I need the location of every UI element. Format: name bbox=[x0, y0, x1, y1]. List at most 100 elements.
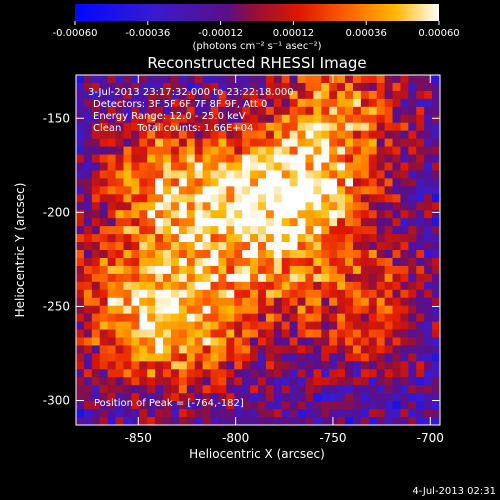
heatmap-cell bbox=[186, 202, 196, 211]
heatmap-cell bbox=[352, 75, 362, 84]
heatmap-cell bbox=[186, 138, 196, 147]
heatmap-cell bbox=[376, 98, 386, 108]
heatmap-cell bbox=[155, 289, 164, 299]
heatmap-cell bbox=[242, 361, 251, 370]
heatmap-cell bbox=[281, 170, 291, 179]
heatmap-cell bbox=[258, 393, 267, 402]
heatmap-cell bbox=[424, 234, 433, 243]
heatmap-cell bbox=[226, 75, 235, 84]
heatmap-cell bbox=[408, 114, 417, 124]
heatmap-cell bbox=[305, 345, 314, 354]
heatmap-cell bbox=[83, 257, 93, 267]
heatmap-cell bbox=[400, 130, 409, 140]
heatmap-cell bbox=[99, 234, 109, 243]
heatmap-cell bbox=[76, 393, 85, 402]
heatmap-cell bbox=[376, 265, 386, 275]
heatmap-cell bbox=[131, 154, 140, 163]
heatmap-cell bbox=[352, 162, 362, 171]
heatmap-cell bbox=[163, 130, 172, 140]
heatmap-cell bbox=[147, 393, 156, 402]
heatmap-cell bbox=[218, 194, 227, 203]
heatmap-cell bbox=[289, 122, 298, 132]
heatmap-cell bbox=[313, 138, 322, 147]
heatmap-cell bbox=[131, 114, 140, 124]
heatmap-cell bbox=[91, 226, 101, 235]
heatmap-cell bbox=[432, 242, 440, 251]
heatmap-cell bbox=[131, 297, 140, 307]
heatmap-cell bbox=[384, 138, 393, 147]
heatmap-cell bbox=[281, 257, 291, 267]
heatmap-cell bbox=[329, 194, 338, 203]
heatmap-cell bbox=[384, 210, 393, 219]
heatmap-cell bbox=[305, 250, 314, 259]
heatmap-cell bbox=[258, 234, 267, 243]
heatmap-cell bbox=[194, 130, 204, 140]
heatmap-cell bbox=[352, 178, 362, 187]
heatmap-cell bbox=[226, 337, 235, 346]
heatmap-cell bbox=[329, 385, 338, 394]
heatmap-cell bbox=[313, 178, 322, 187]
heatmap-cell bbox=[337, 321, 346, 330]
heatmap-cell bbox=[131, 377, 140, 386]
heatmap-cell bbox=[297, 234, 306, 243]
heatmap-cell bbox=[400, 361, 409, 370]
heatmap-cell bbox=[163, 289, 172, 299]
heatmap-cell bbox=[384, 106, 393, 116]
heatmap-cell bbox=[289, 218, 298, 227]
heatmap-cell bbox=[265, 210, 275, 219]
heatmap-cell bbox=[107, 226, 116, 235]
heatmap-cell bbox=[155, 281, 164, 291]
heatmap-cell bbox=[376, 178, 386, 187]
heatmap-cell bbox=[352, 234, 362, 243]
heatmap-cell bbox=[76, 329, 85, 338]
heatmap-cell bbox=[337, 218, 346, 227]
heatmap-cell bbox=[250, 106, 259, 116]
heatmap-cell bbox=[273, 257, 283, 267]
heatmap-cell bbox=[91, 393, 101, 402]
heatmap-cell bbox=[384, 98, 393, 108]
heatmap-cell bbox=[305, 218, 314, 227]
heatmap-cell bbox=[400, 234, 409, 243]
heatmap-cell bbox=[226, 250, 235, 259]
chart-title: Reconstructed RHESSI Image bbox=[147, 54, 366, 72]
heatmap-cell bbox=[392, 82, 401, 92]
heatmap-cell bbox=[226, 265, 235, 275]
heatmap-cell bbox=[321, 130, 330, 140]
heatmap-cell bbox=[392, 75, 401, 84]
heatmap-cell bbox=[218, 202, 227, 211]
heatmap-cell bbox=[218, 234, 227, 243]
heatmap-cell bbox=[170, 257, 180, 267]
heatmap-cell bbox=[163, 114, 172, 124]
heatmap-cell bbox=[139, 82, 148, 92]
heatmap-cell bbox=[115, 98, 124, 108]
heatmap-cell bbox=[432, 305, 440, 315]
heatmap-cell bbox=[139, 170, 148, 179]
heatmap-cell bbox=[345, 122, 354, 132]
heatmap-cell bbox=[273, 178, 283, 187]
heatmap-cell bbox=[155, 82, 164, 92]
heatmap-cell bbox=[131, 257, 140, 267]
heatmap-cell bbox=[432, 321, 440, 330]
heatmap-cell bbox=[305, 226, 314, 235]
heatmap-cell bbox=[107, 75, 116, 84]
heatmap-cell bbox=[408, 170, 417, 179]
heatmap-cell bbox=[163, 361, 172, 370]
heatmap-cell bbox=[297, 122, 306, 132]
heatmap-cell bbox=[258, 361, 267, 370]
heatmap-cell bbox=[329, 345, 338, 354]
heatmap-cell bbox=[115, 401, 124, 410]
heatmap-cell bbox=[329, 361, 338, 370]
heatmap-cell bbox=[178, 138, 188, 147]
y-axis-label: Heliocentric Y (arcsec) bbox=[13, 183, 27, 318]
heatmap-cell bbox=[321, 242, 330, 251]
heatmap-cell bbox=[226, 90, 235, 100]
heatmap-cell bbox=[313, 162, 322, 171]
heatmap-cell bbox=[115, 242, 124, 251]
heatmap-cell bbox=[242, 313, 251, 322]
heatmap-cell bbox=[416, 401, 425, 410]
heatmap-cell bbox=[115, 178, 124, 187]
heatmap-cell bbox=[360, 146, 370, 155]
heatmap-cell bbox=[131, 98, 140, 108]
heatmap-cell bbox=[234, 202, 243, 211]
heatmap-cell bbox=[297, 90, 306, 100]
